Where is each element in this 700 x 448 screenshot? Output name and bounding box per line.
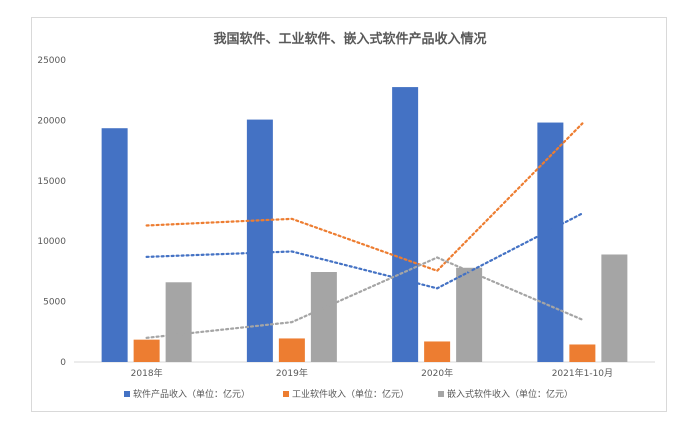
line-series-0 <box>145 212 584 290</box>
legend-swatch-bar-1 <box>283 391 289 397</box>
x-tick-label-3: 2021年1-10月 <box>552 367 613 379</box>
bar-s1-c2 <box>424 341 451 362</box>
bar-s2-c1 <box>310 272 337 362</box>
chart-title: 我国软件、工业软件、嵌入式软件产品收入情况 <box>213 31 486 47</box>
legend-label-bar-0: 软件产品收入（单位：亿元） <box>133 388 250 400</box>
bar-s1-c1 <box>278 338 305 362</box>
x-tick-label-0: 2018年 <box>131 367 163 379</box>
y-tick-label-2: 10000 <box>37 237 66 247</box>
lines <box>145 122 584 339</box>
legend-label-bar-2: 嵌入式软件收入（单位：亿元） <box>447 388 573 400</box>
x-tick-label-2: 2020年 <box>421 367 453 379</box>
bar-s1-c3 <box>569 344 596 362</box>
bars <box>101 87 628 363</box>
bar-s2-c2 <box>456 267 483 362</box>
bar-s0-c3 <box>537 122 564 363</box>
y-tick-label-1: 5000 <box>43 298 66 308</box>
y-tick-label-5: 25000 <box>37 56 66 66</box>
y-axis: 0 5000 10000 15000 20000 25000 <box>37 56 66 368</box>
bar-s0-c1 <box>246 119 273 362</box>
line-series-1 <box>145 122 584 273</box>
y-tick-label-3: 15000 <box>37 177 66 187</box>
bar-s0-c2 <box>392 87 419 362</box>
y-tick-label-4: 20000 <box>37 116 66 126</box>
line-series-2 <box>145 256 584 339</box>
bar-s2-c3 <box>601 254 628 362</box>
y-tick-label-0: 0 <box>60 358 66 368</box>
legend-bars: 软件产品收入（单位：亿元） 工业软件收入（单位：亿元） 嵌入式软件收入（单位：亿元） <box>124 388 573 400</box>
x-axis: 2018年 2019年 2020年 2021年1-10月 <box>74 361 655 379</box>
legend-swatch-bar-0 <box>124 391 130 397</box>
bar-s1-c0 <box>133 339 160 362</box>
chart-svg: 我国软件、工业软件、嵌入式软件产品收入情况 0 5000 10000 15000 200… <box>37 31 655 400</box>
chart-frame: 我国软件、工业软件、嵌入式软件产品收入情况 0 5000 10000 15000 200… <box>31 17 667 412</box>
legend-swatch-bar-2 <box>438 391 444 397</box>
bar-s2-c0 <box>165 282 192 362</box>
x-tick-label-1: 2019年 <box>276 367 308 379</box>
legend-label-bar-1: 工业软件收入（单位：亿元） <box>292 388 409 400</box>
bar-s0-c0 <box>101 128 128 362</box>
